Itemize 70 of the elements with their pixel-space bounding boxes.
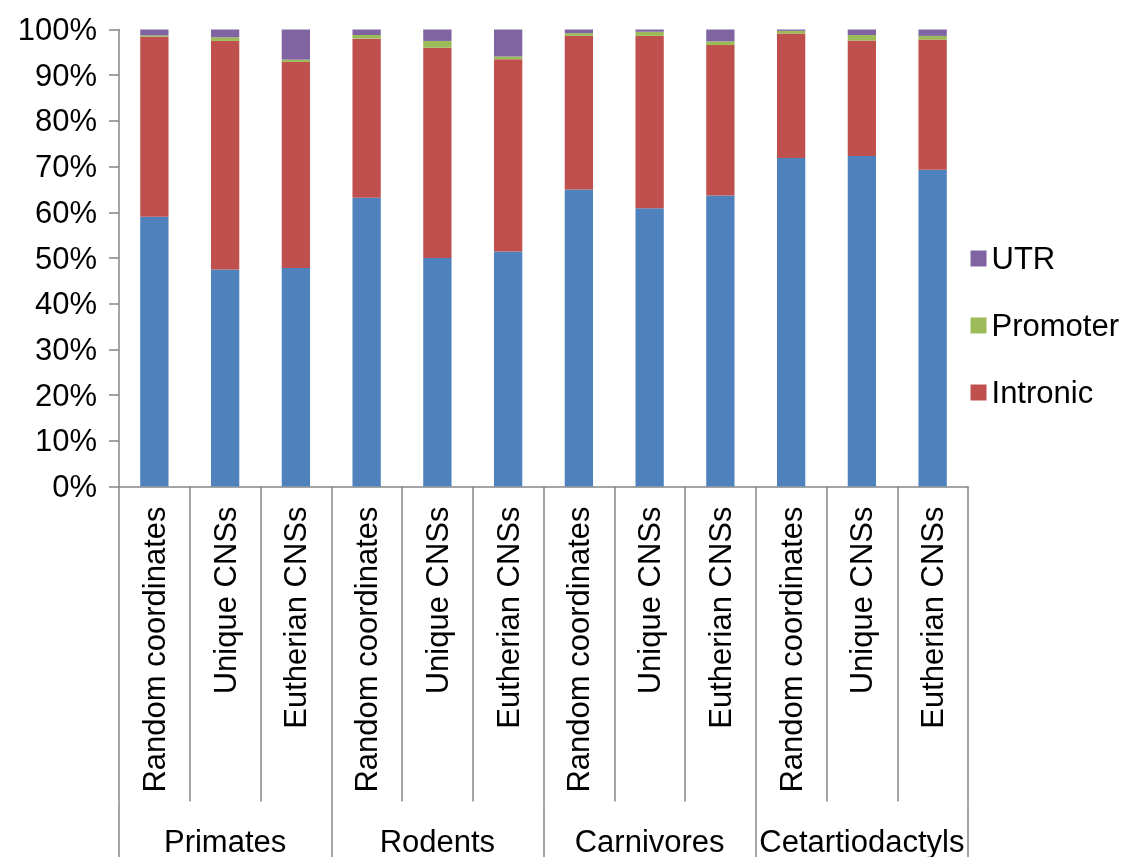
bar	[706, 41, 735, 46]
bar	[140, 216, 169, 487]
bar	[847, 29, 877, 35]
y-tick-label: 80%	[34, 103, 97, 139]
x-tick-label: Unique CNSs	[632, 506, 668, 695]
bar	[776, 33, 806, 158]
bar	[281, 61, 311, 269]
y-tick-label: 10%	[34, 423, 97, 459]
bar	[493, 59, 523, 252]
bar	[352, 197, 381, 487]
x-tick-label: Unique CNSs	[844, 506, 880, 695]
bar	[281, 268, 311, 487]
x-tick-label: Random coordinates	[349, 506, 385, 793]
y-tick-label: 40%	[34, 286, 97, 322]
bar	[706, 195, 735, 487]
x-tick-label: Random coordinates	[561, 506, 597, 793]
bar	[706, 45, 735, 196]
bar	[918, 169, 947, 487]
bar	[564, 29, 594, 34]
bar	[564, 189, 594, 487]
bar	[423, 258, 452, 487]
y-tick-label: 70%	[34, 149, 97, 185]
legend-label: UTR	[991, 241, 1056, 276]
bar	[281, 29, 311, 60]
text: Rodents	[379, 823, 496, 857]
text: Carnivores	[574, 823, 725, 857]
bar	[493, 29, 523, 57]
y-tick-label: 50%	[34, 240, 97, 276]
bar	[493, 56, 523, 60]
x-tick-label: Unique CNSs	[207, 506, 243, 695]
bar	[847, 40, 877, 157]
bar	[140, 36, 169, 217]
x-tick-label: Eutherian CNSs	[490, 506, 526, 729]
bar	[352, 38, 381, 198]
bar	[423, 40, 452, 48]
bar	[635, 35, 664, 209]
x-tick-label: Random coordinates	[773, 506, 809, 793]
bar	[210, 40, 240, 270]
bar	[564, 35, 594, 190]
bar	[847, 156, 877, 487]
x-tick-label: Eutherian CNSs	[702, 506, 738, 729]
bar	[423, 29, 452, 41]
bar	[635, 208, 664, 487]
bar	[210, 269, 240, 487]
bar	[635, 31, 664, 36]
bar	[776, 157, 806, 487]
bar	[918, 39, 947, 170]
y-tick-label: 90%	[34, 57, 97, 93]
x-tick-label: Eutherian CNSs	[915, 506, 951, 729]
y-tick-label: 30%	[34, 331, 97, 367]
bar	[564, 33, 594, 36]
bar	[918, 35, 947, 40]
bar	[352, 34, 381, 39]
bar	[918, 29, 947, 36]
bar	[493, 251, 523, 487]
text: Primates	[163, 823, 287, 857]
y-tick-label: 0%	[52, 469, 97, 504]
y-tick-label: 20%	[34, 377, 97, 413]
y-tick-label: 60%	[34, 194, 97, 230]
legend-label: Intronic	[991, 375, 1094, 410]
bar	[706, 29, 735, 42]
bar	[423, 47, 452, 258]
bar	[210, 37, 240, 41]
bar	[847, 34, 877, 41]
x-tick-label: Eutherian CNSs	[278, 506, 314, 729]
bar	[352, 29, 381, 35]
legend-label: Promoter	[991, 308, 1119, 343]
x-tick-label: Unique CNSs	[419, 506, 455, 695]
y-tick-label: 100%	[17, 12, 97, 47]
x-tick-label: Random coordinates	[136, 506, 172, 793]
